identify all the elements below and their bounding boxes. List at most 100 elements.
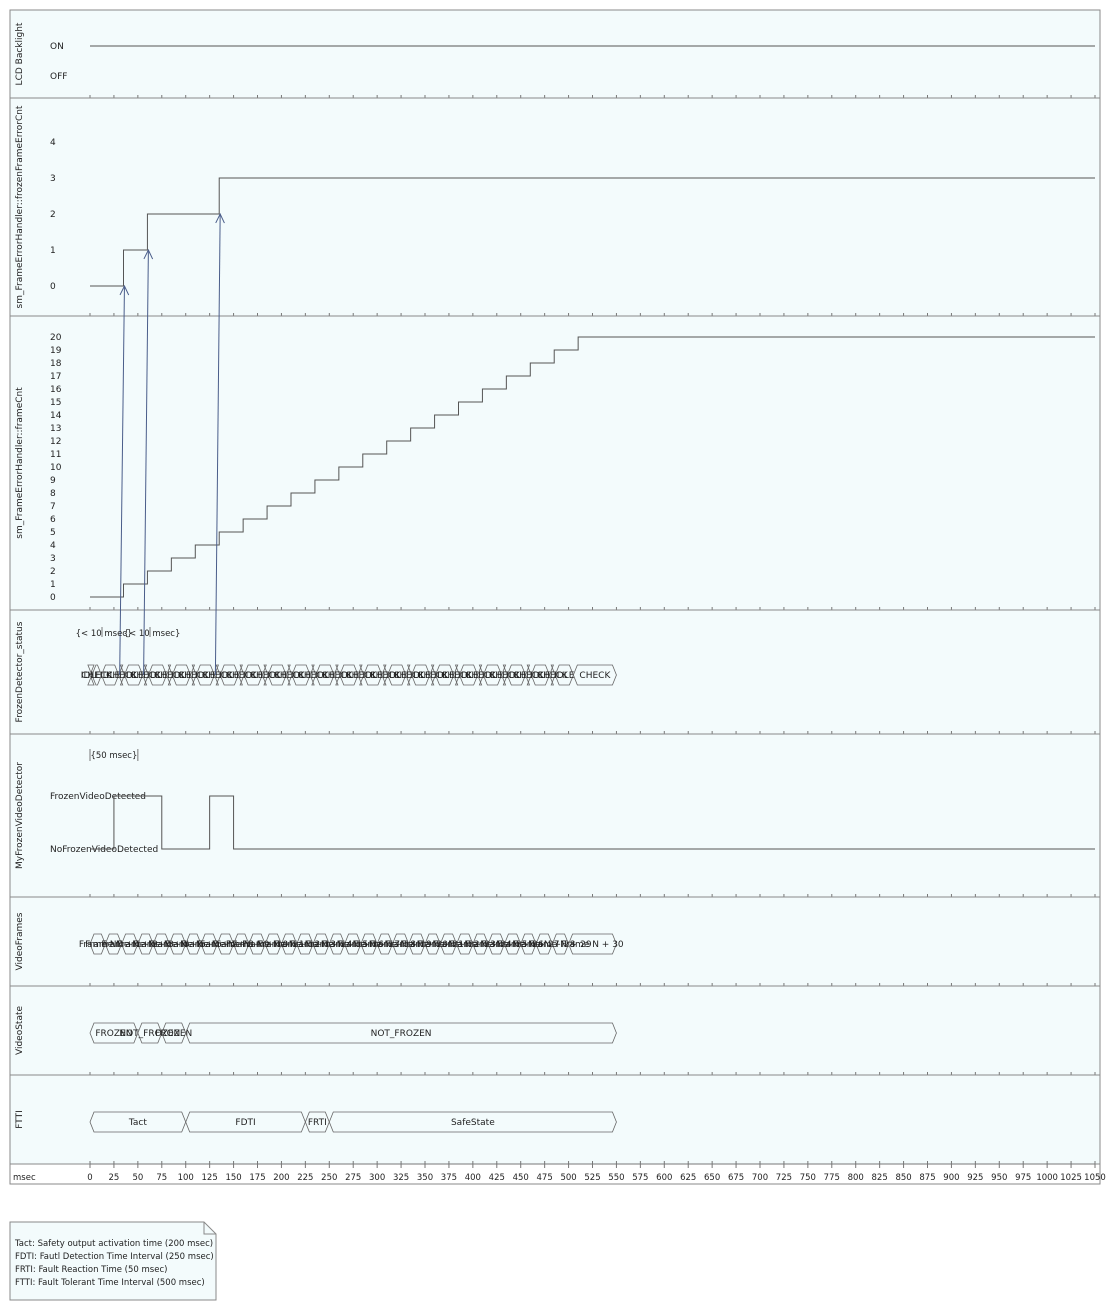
state-label: Frame N + 12: [258, 940, 320, 950]
axis-tick-label: 525: [584, 1173, 600, 1183]
level-label: 13: [50, 424, 61, 434]
state-label: Frame N + 25: [465, 940, 527, 950]
axis-tick-label: 800: [848, 1173, 864, 1183]
axis-unit-label: msec: [13, 1173, 36, 1183]
state-segment: [572, 664, 617, 686]
message-arrow: [143, 248, 154, 676]
level-label: 5: [50, 528, 56, 538]
note-line: FDTI: Fautl Detection Time Interval (250…: [15, 1252, 214, 1262]
state-label: CHECK: [250, 671, 282, 681]
axis-tick-label: 600: [656, 1173, 672, 1183]
state-label: Frame N + 17: [338, 940, 400, 950]
state-label: Frame N + 23: [434, 940, 496, 950]
note-line: FTTI: Fault Tolerant Time Interval (500 …: [15, 1278, 205, 1288]
level-label: 11: [50, 450, 61, 460]
axis-tick-label: 50: [132, 1173, 143, 1183]
state-label: CHECK: [274, 671, 306, 681]
state-label: IDLE: [243, 671, 264, 681]
state-label: IDLE: [81, 671, 102, 681]
state-label: IDLE: [171, 671, 192, 681]
state-label: IDLE: [195, 671, 216, 681]
state-label: Frame N + 1: [85, 940, 142, 950]
note-fold: [203, 1222, 216, 1235]
state-label: IDLE: [434, 671, 455, 681]
lane-background: [9, 97, 1101, 317]
state-label: Frame N + 20: [386, 940, 449, 950]
lane-lcd: LCD Backlight ON OFF: [9, 9, 1101, 99]
message-line: [143, 249, 149, 676]
state-label: CHECK: [321, 671, 353, 681]
lane-title: sm_FrameErrorHandler::frozenFrameErrorCn…: [15, 105, 25, 308]
axis-tick-label: 375: [441, 1173, 457, 1183]
axis-tick-label: 225: [297, 1173, 313, 1183]
axis-tick-label: 1000: [1036, 1173, 1058, 1183]
state-label: IDLE: [315, 671, 336, 681]
lane-title: sm_FrameErrorHandler::frameCnt: [15, 387, 25, 539]
state-label: Frame N + 11: [242, 940, 304, 950]
state-label: Frame N + 26: [481, 940, 544, 950]
axis-tick-label: 625: [680, 1173, 696, 1183]
state-label: Frame N + 6: [165, 940, 222, 950]
message-arrow: [119, 284, 130, 676]
level-label: 14: [50, 411, 62, 421]
level-label: 0: [50, 282, 56, 292]
axis-tick-label: 475: [537, 1173, 553, 1183]
level-label: 18: [50, 359, 62, 369]
axis-tick-label: 175: [249, 1173, 265, 1183]
level-label: 1: [50, 246, 56, 256]
state-label: Frame N + 16: [322, 940, 385, 950]
axis-tick-label: 75: [156, 1173, 167, 1183]
note-line: FRTI: Fault Reaction Time (50 msec): [15, 1265, 167, 1275]
state-label: Frame N + 9: [213, 940, 270, 950]
state-label: Tact: [128, 1118, 147, 1128]
axis-tick-label: 850: [895, 1173, 911, 1183]
state-label: Frame N + 18: [354, 940, 417, 950]
level-label: NoFrozenVideoDetected: [50, 845, 158, 855]
state-label: CHECK: [369, 671, 401, 681]
lane-title: LCD Backlight: [15, 22, 25, 85]
lane-fds: FrozenDetector_status IDLECHECKIDLECHECKI…: [9, 609, 1101, 735]
state-label: IDLE: [339, 671, 360, 681]
state-label: Frame N + 28: [513, 940, 576, 950]
lane-background: [9, 9, 1101, 99]
duration-constraint: {< 10 msec}: [124, 629, 181, 639]
state-label: CHECK: [202, 671, 234, 681]
lane-mfv: MyFrozenVideoDetector FrozenVideoDetected…: [9, 733, 1101, 898]
axis-tick-label: 250: [321, 1173, 337, 1183]
state-label: CHECK: [465, 671, 497, 681]
level-label: 4: [50, 541, 56, 551]
level-label: 0: [50, 593, 56, 603]
state-label: Frame N + 27: [497, 940, 559, 950]
axis-tick-label: 1050: [1084, 1173, 1106, 1183]
time-axis: msec 0 25 50 75 100 125 150 175 200 225 250 275 300 32…: [9, 1163, 1106, 1185]
axis-tick-label: 675: [728, 1173, 744, 1183]
state-label: IDLE: [387, 671, 408, 681]
axis-tick-label: 425: [489, 1173, 505, 1183]
message-line: [214, 213, 221, 676]
signal-waveform: [90, 177, 1095, 287]
state-segment: [568, 933, 617, 955]
axis-tick-label: 575: [632, 1173, 648, 1183]
level-label: 2: [50, 210, 56, 220]
axis-tick-label: 300: [369, 1173, 385, 1183]
state-label: Frame N + 5: [149, 940, 206, 950]
level-label: OFF: [50, 72, 67, 82]
state-label: CHECK: [298, 671, 330, 681]
arrow-head: [119, 284, 130, 296]
state-label: Frame N + 22: [417, 940, 479, 950]
state-segment: [185, 1022, 617, 1044]
lane-background: [9, 896, 1101, 987]
state-label: IDLE: [267, 671, 288, 681]
level-label: 15: [50, 398, 61, 408]
state-label: CHECK: [537, 671, 569, 681]
state-label: CHECK: [178, 671, 210, 681]
lane-title: FTTI: [15, 1110, 25, 1129]
state-label: Frame N: [79, 940, 117, 950]
level-label: 2: [50, 567, 56, 577]
state-label: Frame N + 10: [226, 940, 289, 950]
level-label: 20: [50, 333, 62, 343]
axis-tick-label: 775: [824, 1173, 840, 1183]
state-label: Frame N + 21: [401, 940, 463, 950]
state-label: CHECK: [130, 671, 162, 681]
axis-tick-label: 0: [87, 1173, 92, 1183]
